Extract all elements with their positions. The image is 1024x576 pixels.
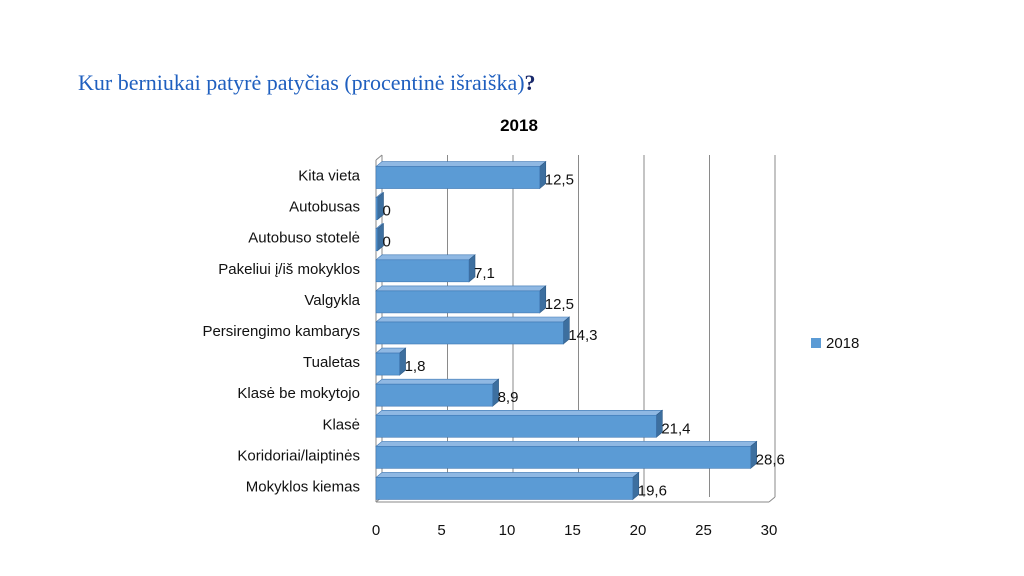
value-label: 8,9 (498, 389, 519, 406)
slide-title: Kur berniukai patyrė patyčias (procentin… (78, 70, 536, 96)
category-label: Tualetas (303, 354, 360, 371)
category-label: Pakeliui į/iš mokyklos (218, 261, 360, 278)
bar (375, 321, 564, 345)
bar (375, 166, 541, 189)
chart-title: 2018 (500, 116, 538, 135)
value-label: 12,5 (545, 172, 574, 189)
x-tick-label: 30 (761, 522, 778, 539)
bar (375, 477, 634, 500)
category-label: Koridoriai/laiptinės (237, 447, 360, 464)
x-tick-label: 5 (437, 522, 445, 539)
bar (375, 352, 400, 376)
bar-top (375, 254, 476, 261)
slide-title-mark: ? (524, 70, 536, 95)
value-label: 12,5 (545, 296, 574, 313)
x-tick-label: 0 (372, 522, 380, 539)
category-label: Klasė (322, 416, 360, 433)
bar-top (375, 316, 571, 323)
bar (375, 446, 751, 469)
bar-top (375, 285, 547, 292)
x-tick-label: 25 (695, 522, 712, 539)
x-tick-label: 15 (564, 522, 581, 539)
value-label: 7,1 (474, 265, 495, 282)
bar-top (375, 441, 758, 447)
legend-swatch (811, 338, 821, 348)
category-label: Persirengimo kambarys (202, 323, 360, 340)
value-label: 14,3 (568, 327, 597, 344)
category-label: Autobuso stotelė (248, 230, 360, 247)
legend: 2018 (811, 335, 859, 352)
wall-edge (375, 154, 383, 161)
bar (375, 383, 493, 407)
category-label: Kita vieta (298, 168, 360, 185)
category-label: Mokyklos kiemas (246, 478, 360, 495)
bar (375, 259, 470, 283)
category-label: Autobusas (289, 199, 360, 216)
value-label: 28,6 (756, 451, 785, 468)
value-label: 19,6 (638, 482, 667, 499)
category-label: Valgykla (304, 292, 360, 309)
value-label: 0 (383, 234, 391, 251)
bar (375, 228, 378, 252)
bar (375, 290, 541, 314)
bar (375, 414, 657, 438)
bar-top (375, 472, 640, 478)
category-label: Klasė be mokytojo (237, 385, 360, 402)
bar (375, 197, 378, 220)
value-label: 0 (383, 203, 391, 220)
x-tick-label: 10 (499, 522, 516, 539)
value-label: 21,4 (661, 420, 690, 437)
value-label: 1,8 (405, 358, 426, 375)
floor-edge (768, 496, 776, 503)
bar-top (375, 161, 547, 167)
bar-top (375, 378, 500, 385)
x-tick-label: 20 (630, 522, 647, 539)
slide-title-text: Kur berniukai patyrė patyčias (procentin… (78, 70, 525, 95)
bar-top (375, 409, 664, 416)
plot-area: 0 5 10 15 20 25 30 Kita vieta 12,5 Autobusas 0 Auto… (202, 154, 785, 539)
legend-label: 2018 (826, 335, 859, 352)
